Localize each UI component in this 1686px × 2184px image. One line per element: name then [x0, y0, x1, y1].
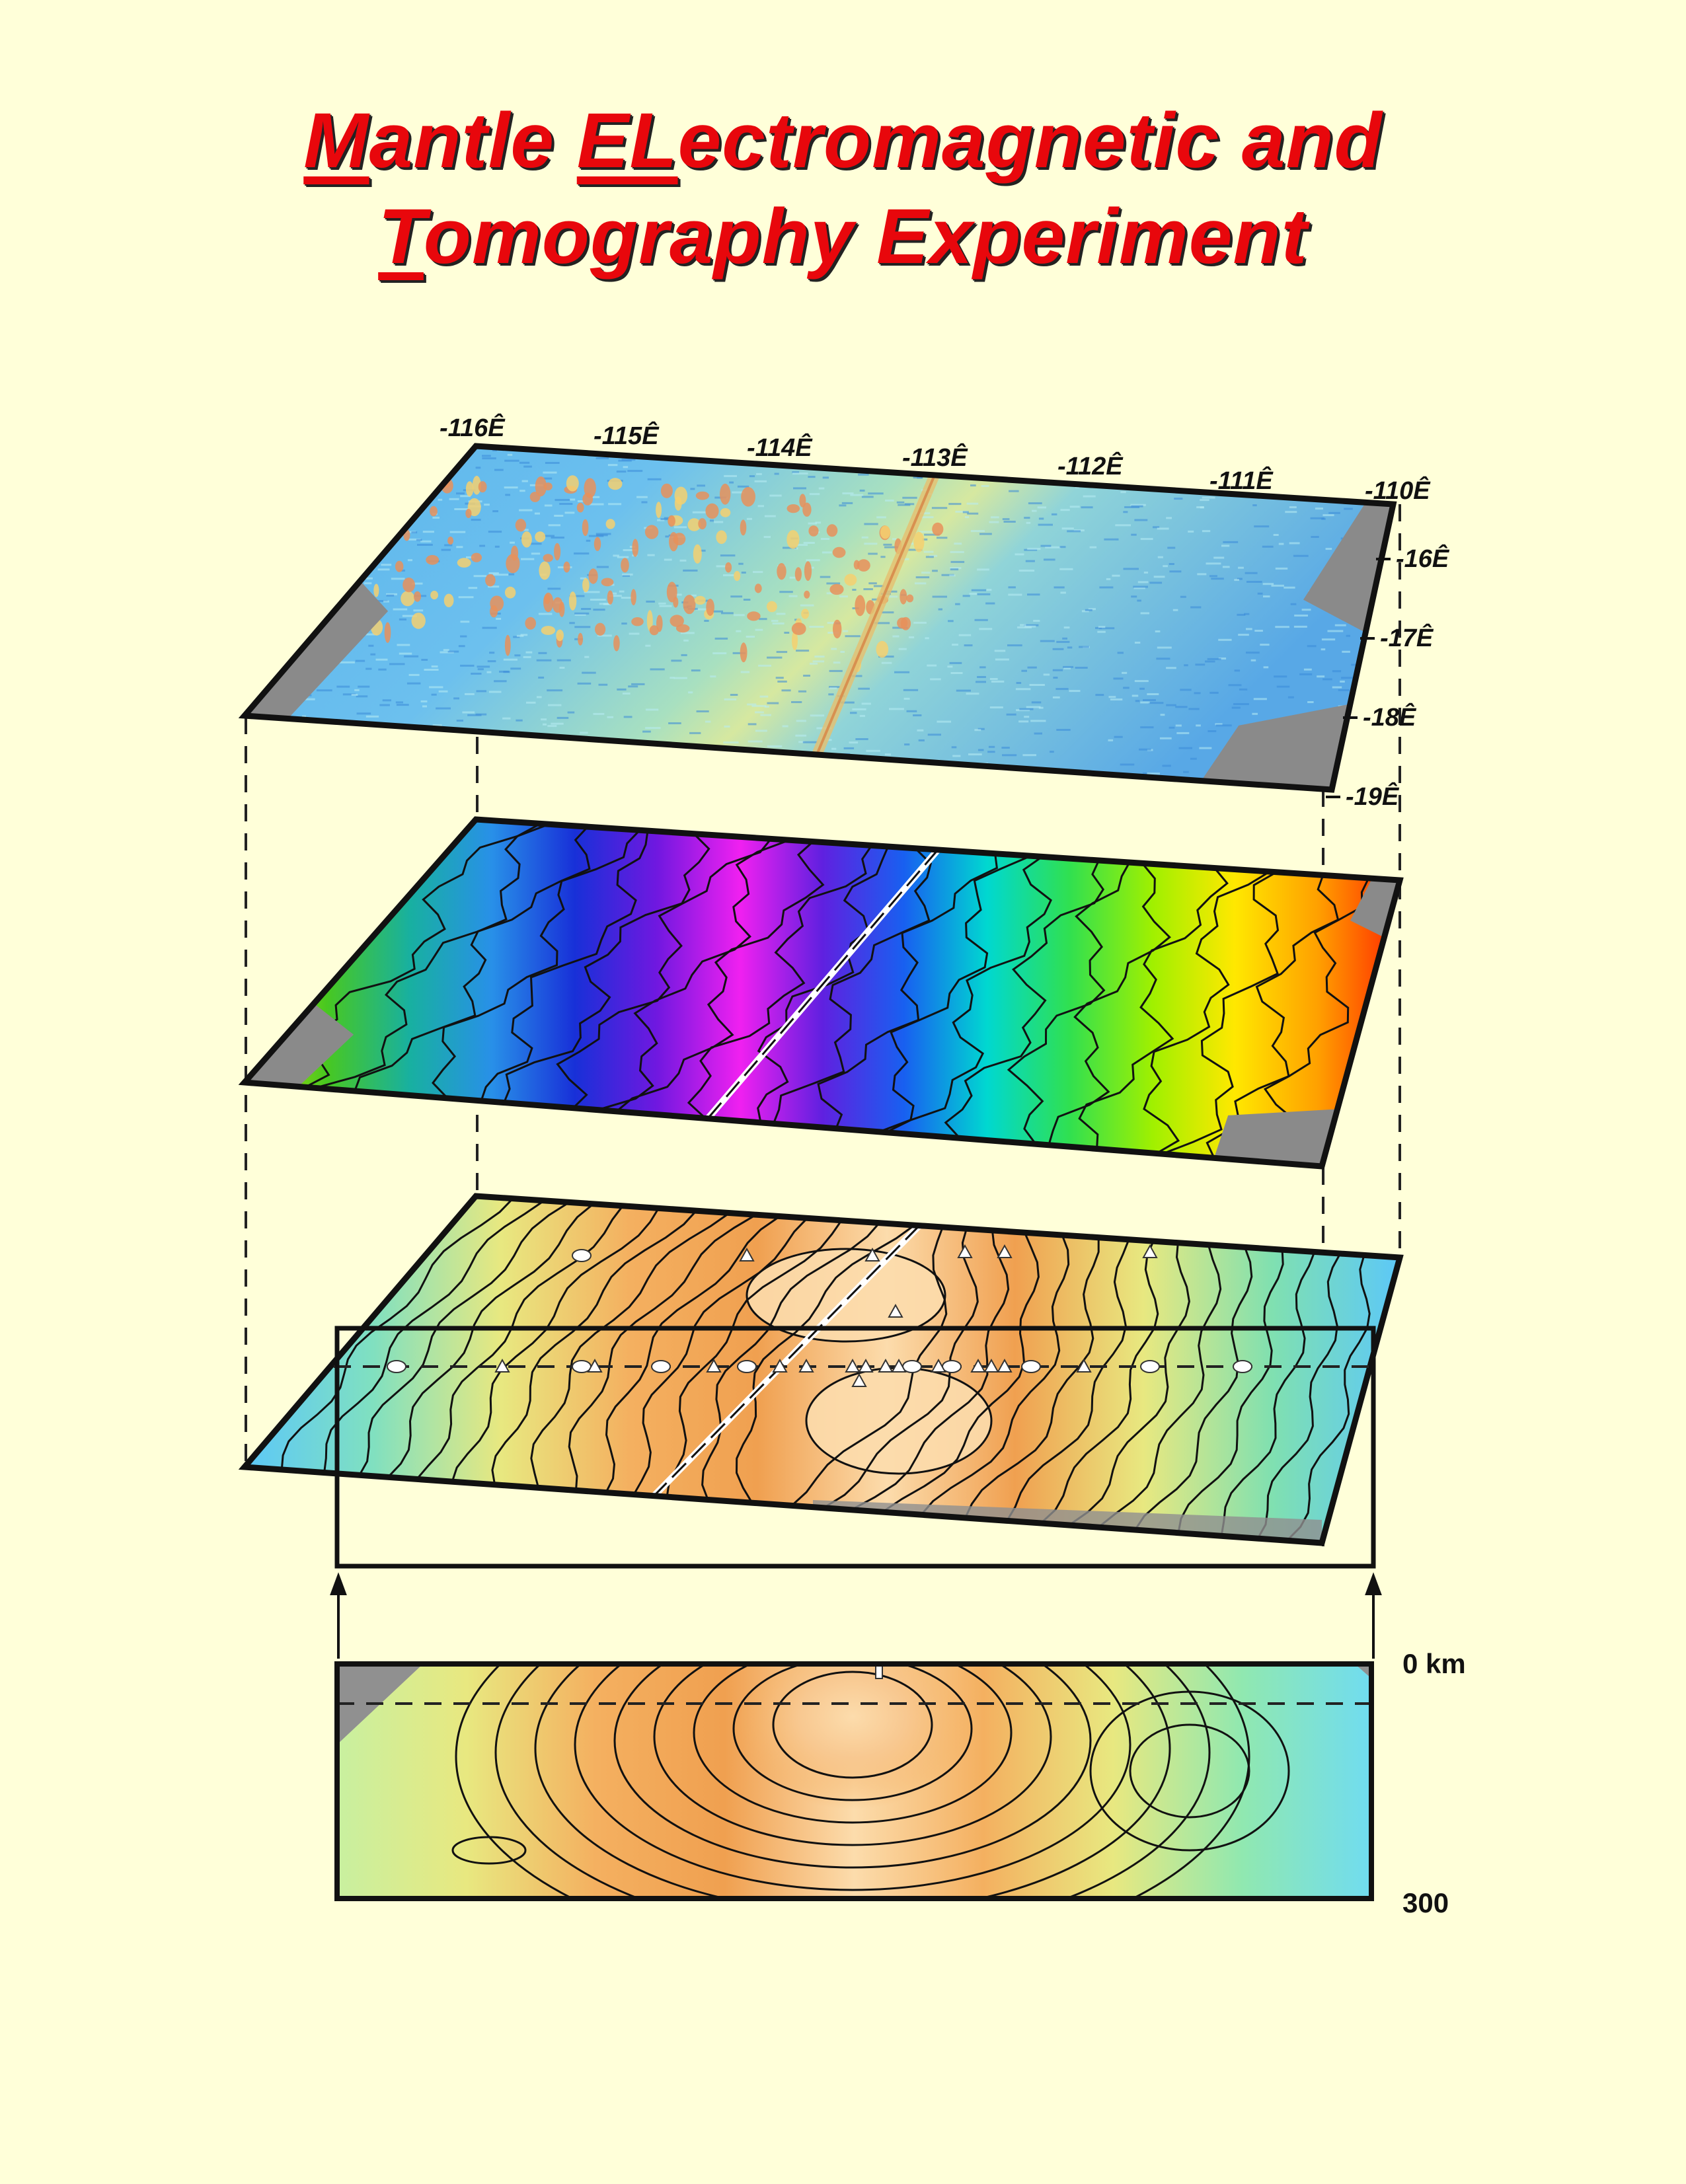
title-segment: antle	[369, 97, 577, 184]
longitude-label: -113Ê	[902, 443, 968, 472]
station-marker	[739, 1247, 755, 1261]
title-segment: T	[378, 193, 424, 280]
station-marker	[858, 1358, 874, 1373]
tomography-layer	[238, 1193, 1404, 1546]
title-segment: M	[303, 97, 369, 184]
station-marker	[1142, 1244, 1158, 1258]
latitude-labels: -16Ê -17Ê -18Ê -19Ê	[1326, 544, 1450, 811]
station-marker	[970, 1358, 986, 1373]
bathymetry-layer	[238, 443, 1397, 793]
station-marker	[931, 1358, 946, 1373]
station-marker	[997, 1358, 1013, 1373]
station-marker	[387, 1360, 406, 1373]
station-marker	[737, 1360, 757, 1373]
depth-label-top: 0 km	[1402, 1648, 1466, 1679]
title-line-1: Mantle ELectromagnetic and	[0, 96, 1686, 186]
profile-box	[334, 1326, 1376, 1569]
longitude-label: -111Ê	[1209, 466, 1274, 495]
station-marker	[587, 1358, 603, 1373]
longitude-label: -114Ê	[747, 433, 813, 462]
station-marker	[878, 1358, 894, 1373]
projection-arrows	[330, 1572, 1382, 1659]
latitude-label: -16Ê	[1396, 544, 1450, 573]
gravity-layer	[238, 816, 1404, 1170]
title-segment: EL	[576, 97, 678, 184]
longitude-labels: -116Ê -115Ê -114Ê -113Ê -112Ê -111Ê -110Ê	[440, 413, 1431, 505]
latitude-label: -18Ê	[1363, 702, 1417, 732]
station-marker	[798, 1358, 814, 1373]
station-marker	[864, 1247, 880, 1261]
longitude-label: -112Ê	[1057, 451, 1124, 480]
longitude-label: -115Ê	[594, 421, 660, 450]
station-marker	[1076, 1358, 1092, 1373]
depth-cross-section	[334, 1661, 1374, 1901]
title-segment: ectromagnetic and	[677, 97, 1383, 184]
station-marker	[983, 1358, 999, 1373]
station-marker	[891, 1358, 907, 1373]
station-marker	[572, 1360, 592, 1373]
station-marker	[845, 1358, 861, 1373]
title-line-2: Tomography Experiment	[0, 192, 1686, 282]
station-marker	[997, 1244, 1013, 1258]
station-marker	[942, 1360, 962, 1373]
station-marker	[772, 1358, 788, 1373]
station-marker	[651, 1360, 671, 1373]
station-marker	[572, 1249, 592, 1262]
station-marker	[851, 1373, 867, 1387]
latitude-label: -17Ê	[1380, 623, 1434, 652]
station-marker	[1021, 1360, 1041, 1373]
station-marker	[1233, 1360, 1252, 1373]
station-marker	[957, 1244, 973, 1258]
title-segment: omography Experiment	[423, 193, 1308, 280]
station-marker	[1140, 1360, 1160, 1373]
station-marker	[888, 1303, 903, 1318]
station-marker	[902, 1360, 922, 1373]
latitude-label: -19Ê	[1346, 782, 1400, 811]
longitude-label: -116Ê	[440, 413, 506, 442]
station-marker	[494, 1358, 510, 1373]
station-marker	[706, 1358, 722, 1373]
longitude-label: -110Ê	[1365, 476, 1431, 505]
depth-label-bottom: 300	[1402, 1887, 1449, 1918]
